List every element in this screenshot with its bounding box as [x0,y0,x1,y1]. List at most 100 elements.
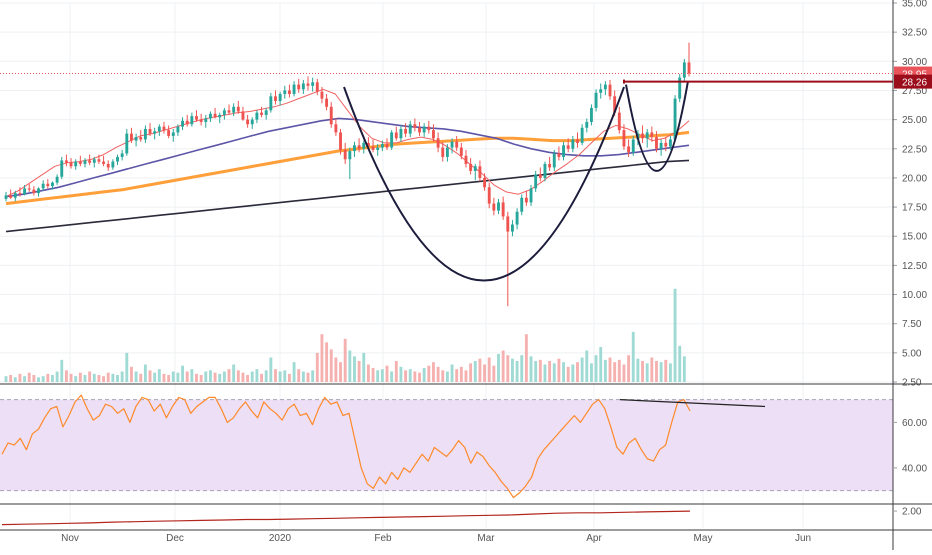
volume-bar [134,371,138,382]
volume-bar [264,370,268,382]
candle-body [41,183,45,189]
volume-bar [306,372,310,382]
price-tick-label: 2.50 [902,378,922,389]
candlestick-layer[interactable] [4,42,691,307]
candle-body [399,128,403,139]
volume-bar [655,361,658,382]
ma-mid-line [5,117,690,198]
candle-body [125,133,129,154]
candle-body [511,224,514,232]
volume-bar [492,365,496,382]
price-tick-label: 17.50 [902,203,927,214]
volume-bar [315,352,319,382]
volume-bar [274,369,277,382]
drawing-layer[interactable] [0,73,893,282]
volume-bar [664,359,668,382]
volume-bar [143,364,147,382]
candle-body [580,127,584,143]
candle-body [88,160,92,163]
candle-body [232,106,236,113]
volume-bar [511,358,514,382]
volume-bar [120,371,124,382]
candle-body [167,130,171,136]
volume-bar [111,373,115,382]
candle-body [469,163,473,171]
candle-body [185,120,189,125]
volume-bar [55,371,59,382]
candle-body [459,147,463,156]
resistance-tag-label: 28.26 [902,78,927,89]
candle-body [348,151,352,160]
candle-body [27,188,31,190]
rsi-line [1,394,691,499]
candle-body [497,202,500,211]
volume-bar [571,364,575,382]
time-tick-label: Mar [477,533,495,544]
candle-body [413,124,417,128]
candle-body [515,211,519,225]
volume-bar [190,369,194,382]
cup-drawing [343,86,625,282]
time-tick-label: Apr [586,533,602,544]
volume-bar [459,366,463,382]
volume-layer [4,288,686,382]
candle-body [343,149,347,160]
candle-body [589,107,593,122]
candle-body [622,130,626,147]
price-tick-label: 30.00 [902,57,927,68]
candle-body [64,160,68,163]
price-tick-label: 20.00 [902,173,927,184]
volume-bar [37,377,40,382]
volume-bar [678,345,682,382]
candle-body [422,126,426,133]
volume-bar [627,355,631,382]
volume-bar [501,350,505,382]
candle-body [60,160,64,177]
volume-bar [278,371,282,382]
candle-body [37,188,40,194]
candle-body [181,120,184,127]
volume-bar [23,376,27,382]
volume-bar [668,363,672,382]
volume-bar [153,372,157,382]
candle-body [139,137,143,140]
volume-bar [27,372,31,382]
volume-bar [441,370,445,382]
volume-bar [46,373,50,382]
volume-bar [130,366,133,382]
candle-body [195,116,198,120]
volume-bar [92,373,96,382]
volume-bar [311,370,315,382]
candle-body [339,132,342,150]
volume-bar [520,355,524,382]
candle-body [325,98,329,107]
candle-body [320,91,324,99]
candle-body [83,160,87,164]
volume-bar [557,358,561,382]
volume-bar [376,370,380,382]
time-tick-label: Jun [795,533,811,544]
candle-body [102,161,106,164]
volume-bar [548,361,552,382]
candle-body [441,147,445,157]
candle-body [353,145,356,152]
candle-body [464,155,468,164]
volume-bar [436,366,440,382]
volume-bar [250,371,254,382]
volume-bar [64,370,68,382]
candle-body [641,133,644,139]
volume-bar [576,362,579,382]
time-tick-label: 2020 [269,533,292,544]
candle-body [599,89,603,93]
candle-body [199,119,203,122]
candle-body [408,124,412,134]
volume-bar [218,373,222,382]
candle-body [255,112,259,120]
obv-line [1,510,691,526]
price-tick-label: 22.50 [902,144,927,155]
volume-bar [32,375,36,382]
volume-bar [269,357,273,382]
candle-body [357,145,361,149]
